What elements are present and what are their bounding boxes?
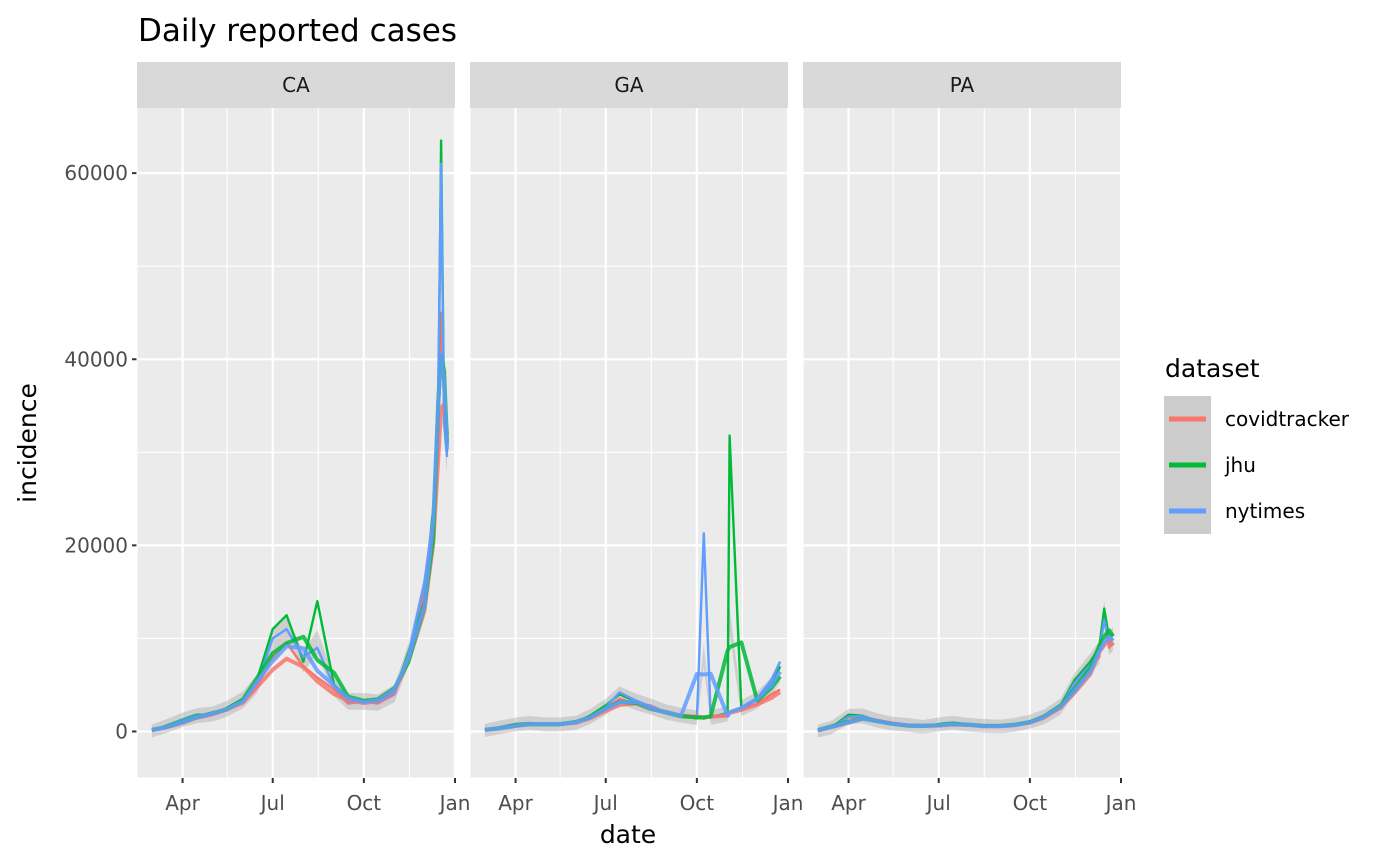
- smooth-line-nytimes: [484, 670, 782, 732]
- facet-strip: [470, 62, 788, 108]
- x-tick-label: Apr: [498, 791, 533, 815]
- facet-panel-pa: PA Apr Jul Oct Jan: [802, 62, 1137, 815]
- x-tick-label: Oct: [347, 791, 382, 815]
- panel-background: [470, 108, 788, 778]
- x-tick-label: Oct: [1013, 791, 1048, 815]
- smooth-line-nytimes: [817, 634, 1115, 733]
- x-tick-label: Jul: [259, 791, 285, 815]
- facet-strip: [137, 62, 455, 108]
- facet-panel-ca: CA Apr Jul Oct Jan: [136, 62, 471, 815]
- y-tick-label: 20000: [64, 533, 128, 557]
- y-tick-label: 40000: [64, 347, 128, 371]
- facet-strip-label: PA: [950, 73, 975, 97]
- legend: dataset covidtracker jhu nytimes: [1164, 354, 1350, 534]
- facet-panels: 0 20000 40000 60000 CA Apr Jul Oct Jan GA Apr Jul Oc…: [64, 62, 1136, 815]
- legend-label-nytimes: nytimes: [1225, 499, 1305, 523]
- panel-background: [803, 108, 1121, 778]
- smooth-line-nytimes: [151, 352, 450, 732]
- legend-title: dataset: [1165, 354, 1260, 383]
- panel-background: [137, 108, 455, 778]
- legend-label-covidtracker: covidtracker: [1225, 407, 1350, 431]
- x-axis-title: date: [600, 820, 656, 849]
- facet-panel-ga: GA Apr Jul Oct Jan: [469, 62, 804, 815]
- x-tick-label: Apr: [165, 791, 200, 815]
- x-tick-label: Apr: [831, 791, 866, 815]
- x-tick-label: Jul: [925, 791, 951, 815]
- facet-strip-label: GA: [614, 73, 643, 97]
- x-tick-label: Jan: [438, 791, 471, 815]
- facet-strip-label: CA: [282, 73, 310, 97]
- y-axis-title: incidence: [13, 383, 42, 503]
- x-tick-label: Jan: [1104, 791, 1137, 815]
- y-tick-label: 0: [115, 719, 128, 743]
- legend-label-jhu: jhu: [1224, 453, 1256, 477]
- facet-strip: [803, 62, 1121, 108]
- y-tick-label: 60000: [64, 161, 128, 185]
- x-tick-label: Oct: [680, 791, 715, 815]
- x-tick-label: Jul: [592, 791, 618, 815]
- chart-title: Daily reported cases: [138, 13, 457, 49]
- x-tick-label: Jan: [771, 791, 804, 815]
